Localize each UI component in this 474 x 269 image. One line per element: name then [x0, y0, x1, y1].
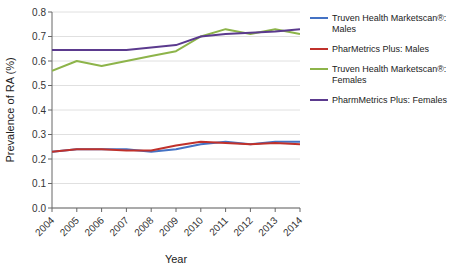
y-axis-line: [52, 12, 53, 208]
chart: 0.00.10.20.30.40.50.60.70.82004200520062…: [0, 0, 474, 269]
x-axis-label: Year: [165, 253, 188, 265]
x-tick-label: 2009: [157, 214, 181, 238]
grid-line: [52, 110, 300, 111]
grid-line: [52, 134, 300, 135]
legend-swatch: [310, 17, 328, 19]
y-tick: [48, 134, 52, 135]
series-line: [52, 142, 300, 152]
y-tick-label: 0.6: [32, 56, 46, 67]
x-tick: [275, 208, 276, 212]
y-tick: [48, 36, 52, 37]
y-tick: [48, 61, 52, 62]
grid: [52, 12, 300, 208]
y-tick-label: 0.4: [32, 105, 46, 116]
grid-line: [52, 85, 300, 86]
y-tick: [48, 85, 52, 86]
series-line: [52, 142, 300, 152]
series-line: [52, 29, 300, 71]
grid-line: [52, 12, 300, 13]
x-tick: [225, 208, 226, 212]
x-tick-label: 2013: [256, 214, 280, 238]
x-tick: [250, 208, 251, 212]
legend-label: PharmMetrics Plus: Females: [332, 95, 448, 105]
y-tick-label: 0.7: [32, 31, 46, 42]
x-tick: [200, 208, 201, 212]
legend-label: Truven Health Marketscan®:Females: [332, 64, 446, 85]
x-tick: [101, 208, 102, 212]
y-tick: [48, 110, 52, 111]
axes: 0.00.10.20.30.40.50.60.70.82004200520062…: [32, 7, 305, 239]
x-tick: [126, 208, 127, 212]
x-tick: [176, 208, 177, 212]
grid-line: [52, 61, 300, 62]
y-tick: [48, 159, 52, 160]
y-axis-label: Prevalence of RA (%): [4, 57, 16, 162]
legend-swatch: [310, 99, 328, 101]
legend-label: Truven Health Marketscan®:Males: [332, 13, 446, 34]
x-axis-line: [52, 208, 300, 209]
x-tick: [300, 208, 301, 212]
x-tick-label: 2004: [33, 214, 57, 238]
y-tick: [48, 183, 52, 184]
x-tick-label: 2006: [83, 214, 107, 238]
y-tick-label: 0.0: [32, 203, 46, 214]
x-tick: [76, 208, 77, 212]
x-tick-label: 2014: [281, 214, 305, 238]
legend: Truven Health Marketscan®:Males PharMetri…: [310, 13, 448, 105]
y-tick: [48, 12, 52, 13]
y-tick-label: 0.3: [32, 129, 46, 140]
x-tick-label: 2010: [182, 214, 206, 238]
plot-area: [52, 29, 300, 151]
y-tick-label: 0.2: [32, 154, 46, 165]
x-tick-label: 2007: [107, 214, 131, 238]
grid-line: [52, 159, 300, 160]
legend-swatch: [310, 48, 328, 50]
x-tick-label: 2012: [231, 214, 255, 238]
x-tick-label: 2005: [58, 214, 82, 238]
legend-label: PharMetrics Plus: Males: [332, 44, 430, 54]
grid-line: [52, 36, 300, 37]
y-tick-label: 0.8: [32, 7, 46, 18]
legend-swatch: [310, 68, 328, 70]
series-line: [52, 29, 300, 50]
x-tick-label: 2008: [132, 214, 156, 238]
x-tick-label: 2011: [207, 214, 230, 237]
x-tick: [151, 208, 152, 212]
x-tick: [52, 208, 53, 212]
y-tick-label: 0.5: [32, 80, 46, 91]
y-tick-label: 0.1: [32, 178, 46, 189]
y-tick: [48, 208, 52, 209]
grid-line: [52, 183, 300, 184]
grid-line: [52, 208, 300, 209]
